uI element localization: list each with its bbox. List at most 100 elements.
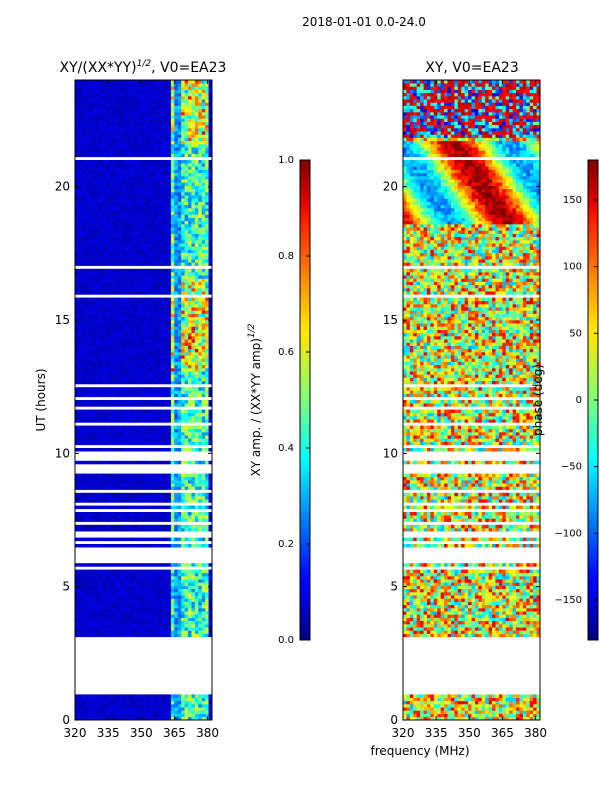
heatmap-cell [208, 624, 213, 628]
heatmap-cell [201, 188, 206, 193]
heatmap-cell [174, 323, 179, 327]
heatmap-cell [170, 704, 175, 708]
heatmap-cell [188, 329, 192, 334]
heatmap-cell [181, 316, 185, 321]
heatmap-cell [78, 713, 83, 718]
heatmap-cell [191, 601, 196, 606]
heatmap-cell [153, 259, 158, 263]
heatmap-cell [78, 368, 83, 372]
heatmap-cell [167, 348, 172, 353]
heatmap-cell [92, 604, 96, 609]
heatmap-cell [177, 246, 182, 250]
heatmap-cell [116, 630, 120, 634]
heatmap-cell [102, 598, 107, 602]
heatmap-cell [126, 236, 131, 241]
heatmap-cell [136, 227, 141, 231]
heatmap-cell [105, 326, 110, 330]
heatmap-cell [188, 307, 192, 311]
heatmap-cell [160, 256, 165, 260]
heatmap-cell [181, 460, 185, 465]
heatmap-cell [170, 320, 175, 324]
heatmap-cell [105, 332, 110, 337]
heatmap-cell [116, 518, 120, 522]
heatmap-cell [109, 432, 114, 436]
heatmap-cell [88, 505, 93, 510]
heatmap-cell [150, 358, 155, 362]
heatmap-cell [126, 182, 131, 186]
heatmap-cell [164, 278, 168, 282]
heatmap-cell [177, 188, 182, 193]
heatmap-cell [85, 633, 90, 638]
heatmap-cell [129, 512, 134, 516]
heatmap-cell [136, 179, 141, 183]
heatmap-cell [136, 617, 141, 622]
heatmap-cell [109, 342, 114, 346]
heatmap-cell [146, 233, 151, 238]
heatmap-cell [170, 291, 175, 295]
heatmap-cell [181, 240, 185, 244]
heatmap-cell [167, 704, 172, 708]
heatmap-cell [133, 281, 138, 286]
heatmap-cell [157, 211, 162, 215]
heatmap-cell [105, 316, 110, 321]
heatmap-cell [105, 262, 110, 266]
heatmap-cell [112, 544, 117, 548]
heatmap-cell [81, 400, 86, 404]
heatmap-cell [98, 240, 103, 244]
heatmap-cell [205, 537, 209, 542]
heatmap-cell [174, 592, 179, 596]
heatmap-cell [177, 633, 182, 638]
heatmap-cell [194, 214, 199, 218]
heatmap-cell [95, 336, 100, 340]
heatmap-cell [188, 697, 192, 702]
heatmap-cell [126, 342, 131, 346]
heatmap-cell [75, 480, 79, 484]
heatmap-cell [88, 192, 93, 196]
heatmap-cell [164, 252, 168, 257]
heatmap-cell [198, 297, 203, 302]
heatmap-cell [160, 704, 165, 708]
heatmap-cell [140, 304, 144, 308]
heatmap-cell [133, 259, 138, 263]
heatmap-cell [194, 361, 199, 366]
heatmap-cell [150, 518, 155, 522]
heatmap-cell [95, 483, 100, 487]
heatmap-cell [201, 496, 206, 500]
heatmap-cell [136, 428, 141, 433]
heatmap-cell [170, 188, 175, 193]
heatmap-cell [78, 304, 83, 308]
heatmap-cell [85, 275, 90, 279]
heatmap-cell [191, 387, 196, 391]
heatmap-cell [153, 704, 158, 708]
heatmap-cell [81, 633, 86, 638]
heatmap-cell [188, 332, 192, 337]
heatmap-cell [126, 592, 131, 596]
heatmap-cell [201, 492, 206, 497]
heatmap-cell [95, 518, 100, 522]
heatmap-cell [109, 528, 114, 532]
heatmap-cell [164, 201, 168, 206]
heatmap-cell [160, 710, 165, 714]
heatmap-cell [126, 576, 131, 580]
heatmap-cell [112, 195, 117, 199]
heatmap-cell [78, 582, 83, 586]
heatmap-cell [174, 713, 179, 718]
heatmap-cell [208, 694, 213, 698]
heatmap-cell [170, 486, 175, 490]
heatmap-cell [133, 403, 138, 407]
heatmap-cell [75, 307, 79, 311]
heatmap-cell [208, 304, 213, 308]
heatmap-cell [95, 236, 100, 241]
heatmap-cell [92, 537, 96, 542]
heatmap-cell [102, 374, 107, 378]
heatmap-cell [98, 297, 103, 302]
heatmap-cell [153, 476, 158, 481]
heatmap-cell [153, 492, 158, 497]
heatmap-cell [85, 364, 90, 369]
heatmap-cell [88, 563, 93, 567]
heatmap-cell [116, 249, 120, 254]
heatmap-cell [109, 515, 114, 519]
heatmap-cell [81, 201, 86, 206]
heatmap-cell [81, 624, 86, 628]
heatmap-cell [119, 608, 124, 612]
